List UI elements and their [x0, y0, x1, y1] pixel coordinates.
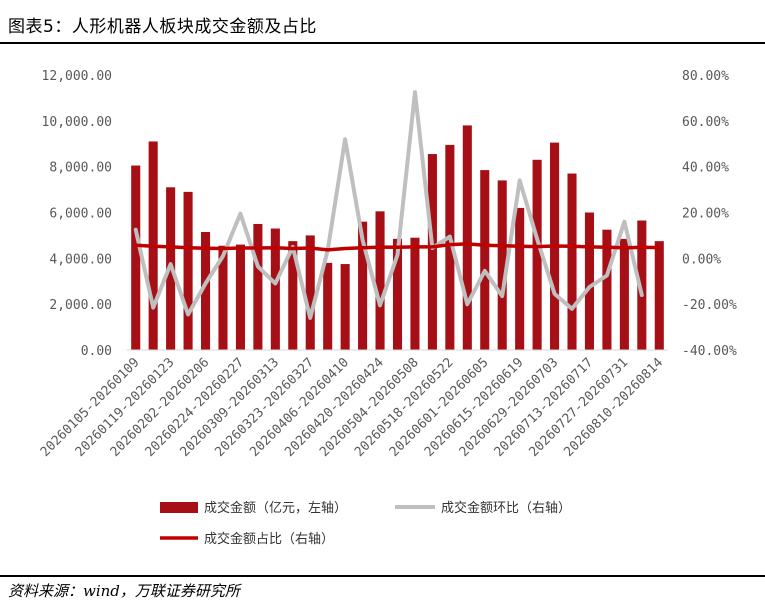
- y-left-tick-label: 0.00: [81, 344, 112, 359]
- legend-label-ratio: 成交金额占比（右轴）: [204, 531, 334, 547]
- bar: [200, 231, 211, 350]
- legend-swatch-amount: [160, 502, 198, 513]
- bar: [305, 235, 315, 350]
- bar: [515, 207, 525, 350]
- bar: [183, 191, 193, 350]
- y-left-tick-label: 8,000.00: [49, 161, 112, 176]
- bar: [392, 238, 403, 350]
- y-right-tick-label: -40.00%: [682, 344, 737, 359]
- bar: [445, 144, 455, 350]
- legend-label-mom: 成交金额环比（右轴）: [441, 500, 571, 516]
- figure-title: 图表5：人形机器人板块成交金额及占比: [8, 17, 317, 37]
- bar: [270, 228, 280, 350]
- bar: [375, 211, 385, 350]
- bar: [288, 241, 298, 350]
- y-left-tick-label: 4,000.00: [49, 252, 112, 267]
- y-right-tick-label: 20.00%: [682, 207, 729, 222]
- bar: [602, 229, 612, 350]
- y-right-tick-label: 40.00%: [682, 161, 729, 176]
- bar: [462, 125, 472, 351]
- y-left-tick-label: 6,000.00: [49, 207, 112, 222]
- bar: [410, 237, 420, 350]
- chart: 0.00 2,000.00 4,000.00 6,000.00 8,000.00 10,0…: [38, 69, 737, 547]
- y-right-tick-label: -20.00%: [682, 298, 737, 313]
- bar: [584, 212, 595, 350]
- bar: [567, 173, 577, 350]
- y-right-tick-label: 0.00%: [682, 252, 721, 267]
- legend-label-amount: 成交金额（亿元，左轴）: [204, 500, 347, 516]
- bar: [497, 180, 507, 350]
- bar: [131, 165, 141, 350]
- bar: [427, 154, 437, 350]
- bar: [358, 221, 368, 350]
- y-left-tick-label: 2,000.00: [49, 298, 112, 313]
- bar: [323, 262, 333, 350]
- bar: [532, 159, 542, 350]
- footer-rule: [0, 575, 765, 577]
- mom-line-series: [133, 90, 644, 320]
- title-rule: [0, 42, 765, 44]
- y-left-tick-label: 12,000.00: [42, 69, 112, 84]
- y-right-tick-label: 80.00%: [682, 69, 729, 84]
- bar: [218, 245, 228, 350]
- bar: [480, 170, 490, 350]
- bar: [235, 244, 245, 350]
- bar: [654, 241, 664, 350]
- bar: [340, 264, 350, 350]
- bar: [619, 238, 629, 350]
- source-note: 资料来源：wind，万联证券研究所: [8, 582, 240, 600]
- ratio-line-series: [133, 242, 662, 252]
- y-left-tick-label: 10,000.00: [42, 115, 112, 130]
- y-right-tick-label: 60.00%: [682, 115, 729, 130]
- bar: [253, 223, 263, 350]
- bar: [637, 220, 647, 350]
